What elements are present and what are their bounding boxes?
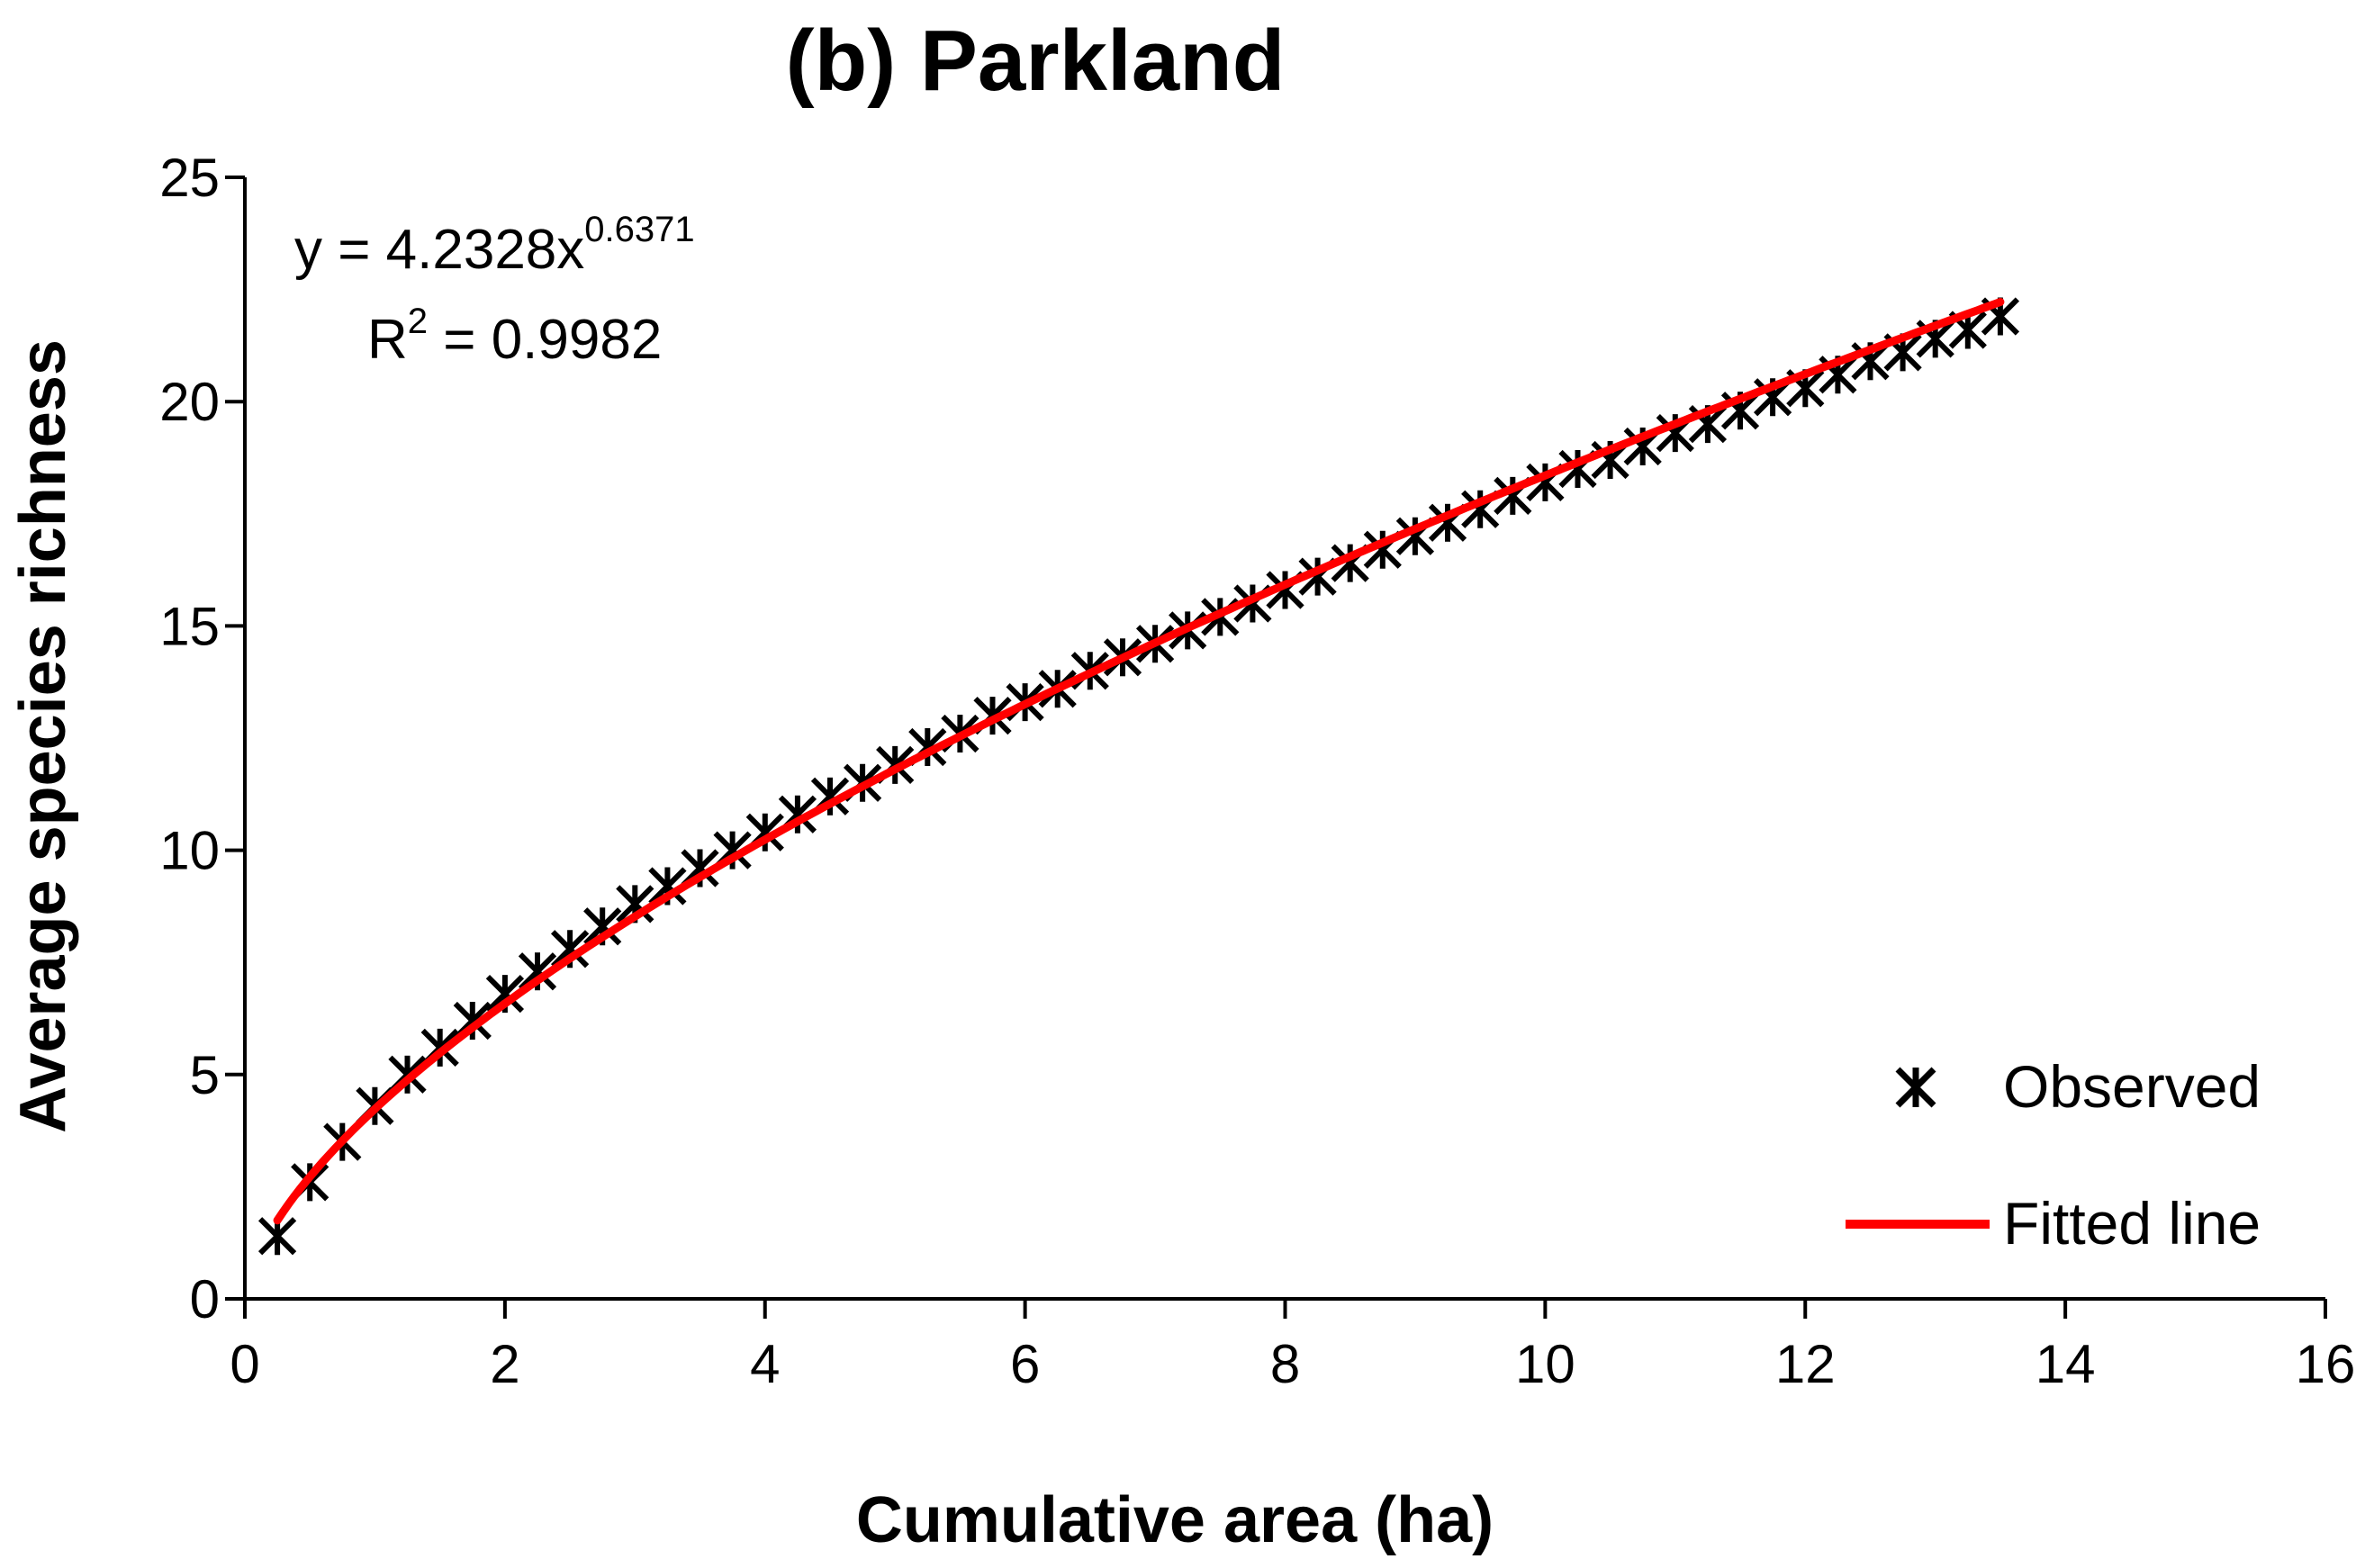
r2-label: R [367,309,408,371]
y-tick-label: 15 [159,596,220,656]
equation-exponent: 0.6371 [584,210,694,249]
y-tick-label: 0 [190,1269,220,1329]
y-tick-label: 25 [159,148,220,208]
svg-text:y = 4.2328x0.6371: y = 4.2328x0.6371 [294,210,695,281]
observed-series [257,297,2020,1256]
fit-equation: y = 4.2328x0.6371 R2 = 0.9982 [294,210,695,371]
x-tick-label: 12 [1775,1334,1836,1394]
svg-text:R2 = 0.9982: R2 = 0.9982 [367,302,662,371]
legend-observed-label: Observed [2003,1053,2261,1120]
x-tick-label: 6 [1010,1334,1040,1394]
x-tick-label: 2 [490,1334,519,1394]
y-axis-title: Average species richness [7,339,79,1133]
x-tick-label: 10 [1515,1334,1575,1394]
x-tick-label: 0 [230,1334,259,1394]
r2-value: = 0.9982 [428,309,662,371]
y-tick-label: 10 [159,821,220,881]
y-axis-ticks: 0 5 10 15 20 25 [159,148,245,1329]
fitted-line [273,298,2005,1225]
legend-fitted-label: Fitted line [2003,1190,2261,1257]
y-tick-label: 20 [159,372,220,432]
x-tick-label: 4 [750,1334,780,1394]
legend-observed-marker-icon [1895,1067,1936,1108]
r2-superscript: 2 [408,302,428,341]
y-tick-label: 5 [190,1045,220,1105]
x-tick-label: 16 [2296,1334,2356,1394]
x-tick-label: 14 [2036,1334,2096,1394]
legend: Observed Fitted line [1846,1053,2261,1257]
x-axis-title: Cumulative area (ha) [856,1484,1494,1556]
chart-title: (b) Parkland [786,13,1286,109]
x-tick-label: 8 [1270,1334,1300,1394]
equation-text: y = 4.2328x [294,219,584,281]
x-axis-ticks: 0 2 4 6 8 10 12 14 16 [230,1299,2355,1394]
